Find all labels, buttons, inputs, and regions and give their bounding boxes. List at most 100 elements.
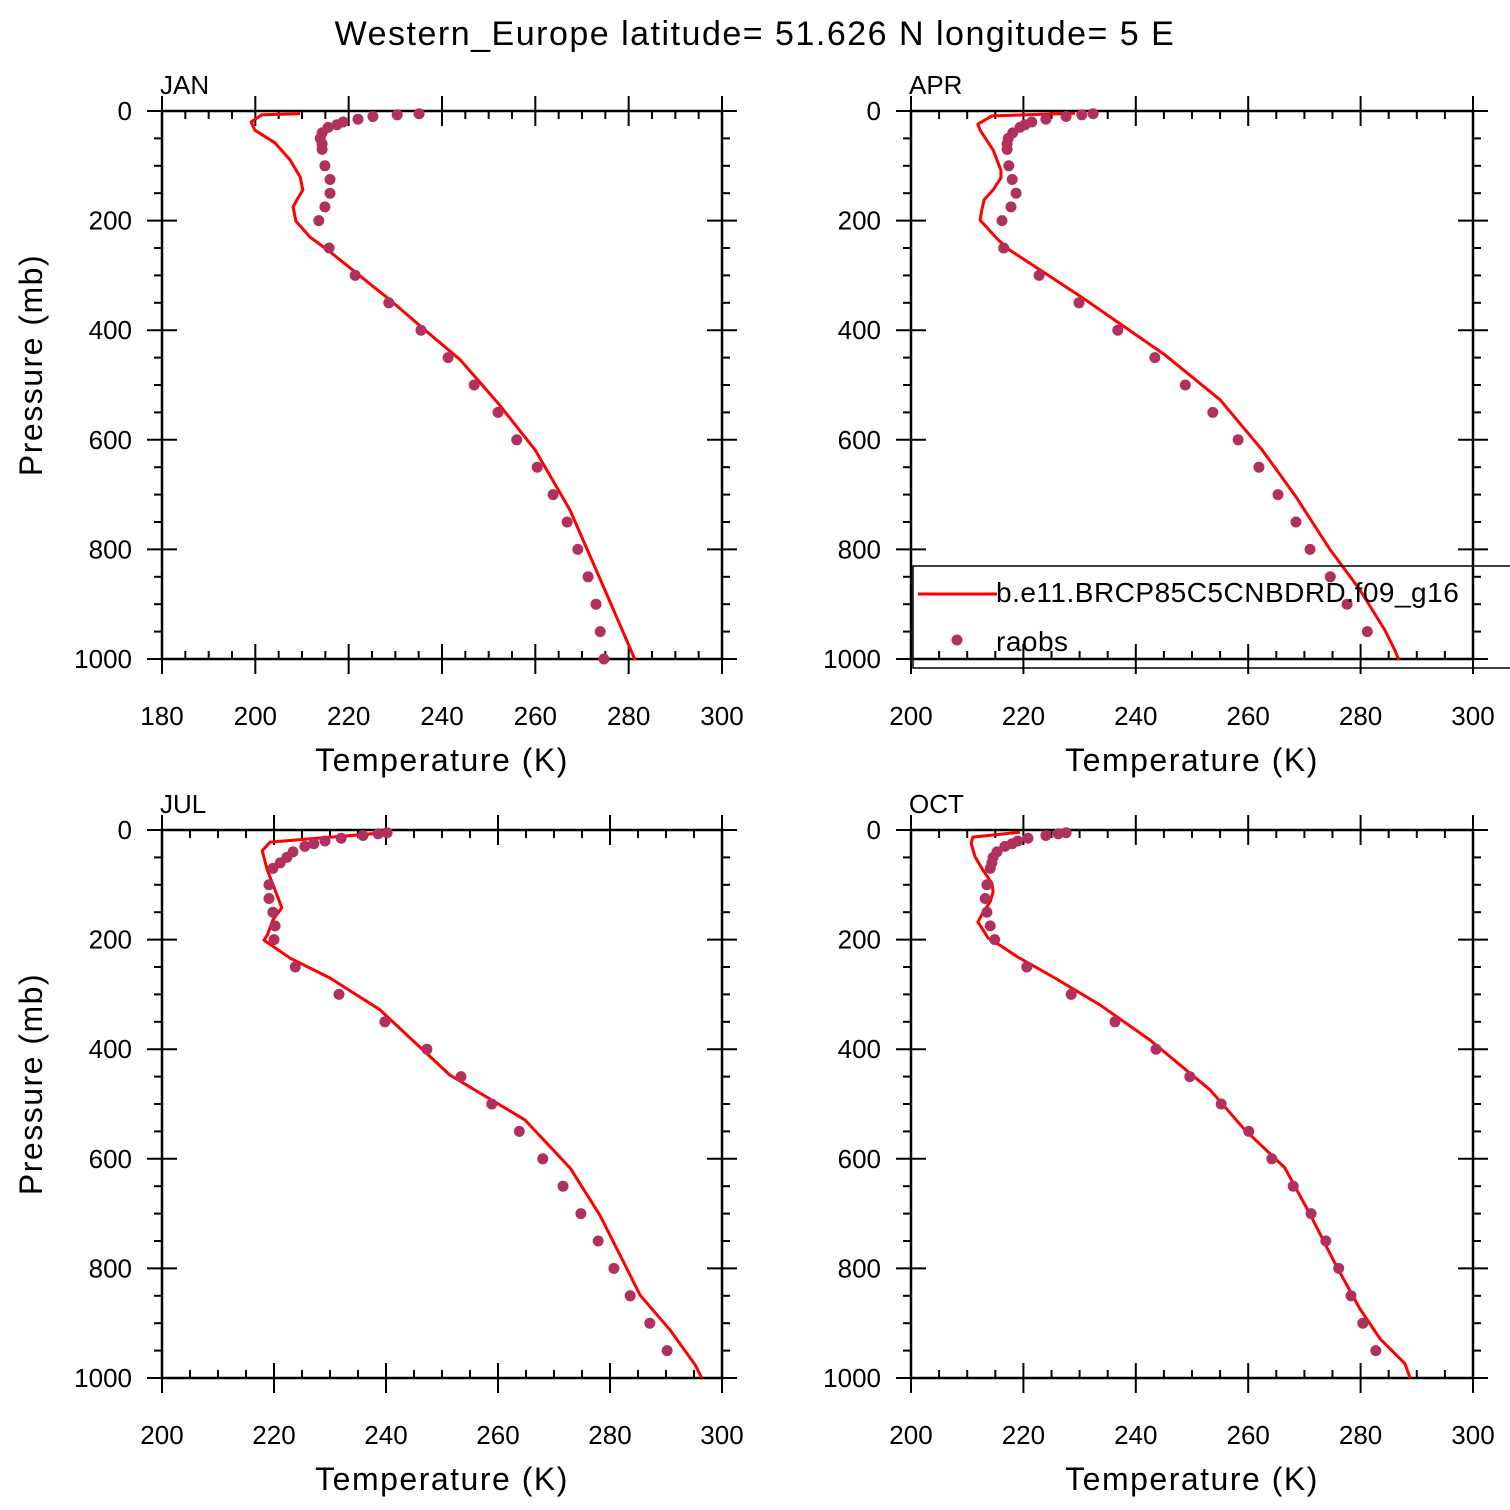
y-tick-label: 400 [838,315,881,345]
raobs-point [367,111,379,122]
y-tick-label: 400 [89,315,132,345]
panel-label: JUL [160,789,206,819]
raobs-point [267,906,279,918]
raobs-point [981,906,993,918]
raobs-point [1184,1071,1196,1083]
raobs-point [1266,1153,1278,1165]
raobs-point [486,1098,498,1110]
raobs-point [547,489,559,501]
y-tick-label: 400 [838,1034,881,1064]
raobs-point [267,862,279,874]
raobs-point [1290,516,1302,528]
raobs-point [572,543,584,555]
raobs-point [1040,830,1052,841]
raobs-point [592,1235,604,1247]
x-axis-label: Temperature (K) [1065,742,1319,778]
raobs-point [511,434,523,446]
legend-model-label: b.e11.BRCP85C5CNBDRD.f09_g16 [996,577,1459,608]
x-tick-label: 240 [364,1420,407,1450]
model-line-jan [249,112,637,661]
x-tick-label: 220 [327,701,370,731]
y-tick-label: 200 [89,925,132,955]
x-tick-label: 200 [889,1420,932,1450]
raobs-point [335,832,347,844]
raobs-point [1361,626,1373,638]
x-tick-label: 220 [252,1420,295,1450]
y-tick-label: 0 [867,815,881,845]
figure-title: Western_Europe latitude= 51.626 N longit… [335,15,1176,53]
raobs-point [1033,269,1045,281]
raobs-point [349,269,361,281]
y-tick-label: 200 [838,925,881,955]
raobs-point [319,201,331,213]
raobs-point [323,242,335,254]
x-tick-label: 300 [1451,1420,1494,1450]
raobs-point [1341,598,1353,610]
x-tick-label: 200 [140,1420,183,1450]
raobs-point [299,840,311,852]
raobs-points-jul [263,827,673,1357]
plot-frame [160,109,724,661]
raobs-point [1006,174,1018,185]
x-tick-label: 220 [1002,1420,1045,1450]
x-tick-label: 220 [1002,701,1045,731]
x-tick-label: 300 [1451,701,1494,731]
raobs-point [331,119,343,131]
raobs-point [319,835,331,847]
raobs-point [989,934,1001,946]
raobs-point [1333,1262,1345,1274]
raobs-point [1052,828,1064,840]
raobs-point [996,215,1008,227]
panel-label: OCT [909,789,964,819]
raobs-point [644,1317,656,1329]
model-line-apr [976,111,1401,661]
y-tick-label: 800 [838,1253,881,1283]
x-tick-label: 180 [140,701,183,731]
raobs-point [413,108,425,120]
x-tick-label: 260 [1227,701,1270,731]
raobs-point [324,174,336,185]
raobs-point [1320,1235,1332,1247]
x-tick-label: 300 [700,1420,743,1450]
raobs-point [1040,113,1052,125]
raobs-point [1073,297,1085,309]
raobs-point [598,653,610,665]
raobs-point [1112,324,1124,336]
y-tick-label: 600 [89,1144,132,1174]
x-tick-label: 240 [420,701,463,731]
raobs-point [561,516,573,528]
y-tick-label: 800 [89,534,132,564]
raobs-point [1345,1290,1357,1302]
x-tick-label: 260 [476,1420,519,1450]
raobs-point [979,893,991,904]
raobs-point [531,461,543,473]
x-axis-label: Temperature (K) [1065,1461,1319,1497]
y-tick-label: 1000 [74,1363,132,1393]
raobs-point [1324,571,1336,583]
raobs-point [624,1290,636,1302]
raobs-point [269,920,281,932]
raobs-point [575,1208,587,1220]
x-tick-label: 280 [1339,1420,1382,1450]
raobs-point [442,352,454,364]
raobs-point [492,406,504,418]
raobs-point [1109,1016,1121,1028]
panel-jul: JUL 200 220 240 260 280 300 0 200 400 600 800 1000 Te… [13,789,744,1497]
panel-label: JAN [160,70,209,100]
raobs-point [1087,108,1099,120]
raobs-point [999,840,1011,852]
legend-box [912,565,1510,669]
raobs-point [316,143,328,155]
raobs-point [1076,109,1088,121]
raobs-point [984,920,996,932]
y-tick-label: 0 [867,96,881,126]
plot-frame [909,828,1475,1380]
y-tick-label: 200 [89,206,132,236]
raobs-point [379,1016,391,1028]
raobs-point [1179,379,1191,391]
raobs-point [1005,201,1017,213]
x-tick-label: 280 [607,701,650,731]
raobs-point [313,215,325,227]
y-axis-label: Pressure (mb) [13,973,49,1195]
